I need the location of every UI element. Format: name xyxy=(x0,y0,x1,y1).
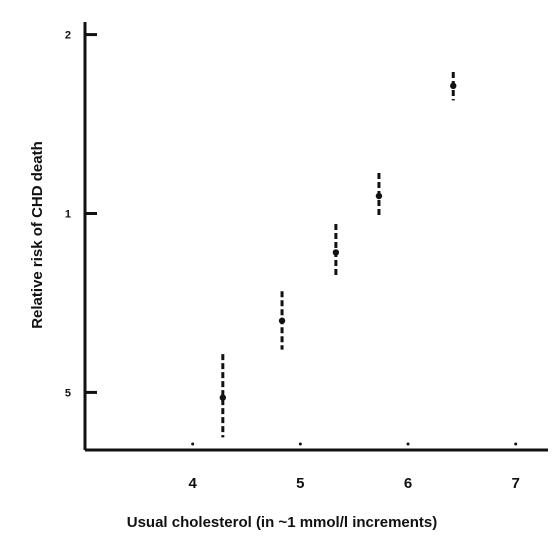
y-tick-label-2: 5 xyxy=(65,387,71,399)
x-tick-3 xyxy=(514,442,518,446)
x-tick-2 xyxy=(406,442,410,446)
data-point-3 xyxy=(375,192,383,200)
chart-axes xyxy=(83,22,548,452)
data-point-1 xyxy=(278,317,286,324)
x-ticks: 4 5 6 7 xyxy=(189,442,520,492)
x-axis-label: Usual cholesterol (in ~1 mmol/l incremen… xyxy=(127,514,438,531)
x-tick-label-0: 4 xyxy=(189,475,198,492)
x-tick-label-2: 6 xyxy=(404,475,412,492)
data-point-4 xyxy=(450,82,457,90)
x-tick-0 xyxy=(191,442,195,446)
x-tick-label-1: 5 xyxy=(296,475,304,492)
data-point-2 xyxy=(332,249,340,256)
y-axis-label: Relative risk of CHD death xyxy=(29,141,46,329)
x-tick-1 xyxy=(298,442,302,446)
x-tick-label-3: 7 xyxy=(512,475,520,492)
data-points xyxy=(219,72,457,438)
y-ticks: 2 1 5 xyxy=(65,30,97,399)
y-tick-label-0: 2 xyxy=(65,30,71,42)
data-point-0 xyxy=(219,394,227,401)
y-tick-label-1: 1 xyxy=(65,208,71,220)
